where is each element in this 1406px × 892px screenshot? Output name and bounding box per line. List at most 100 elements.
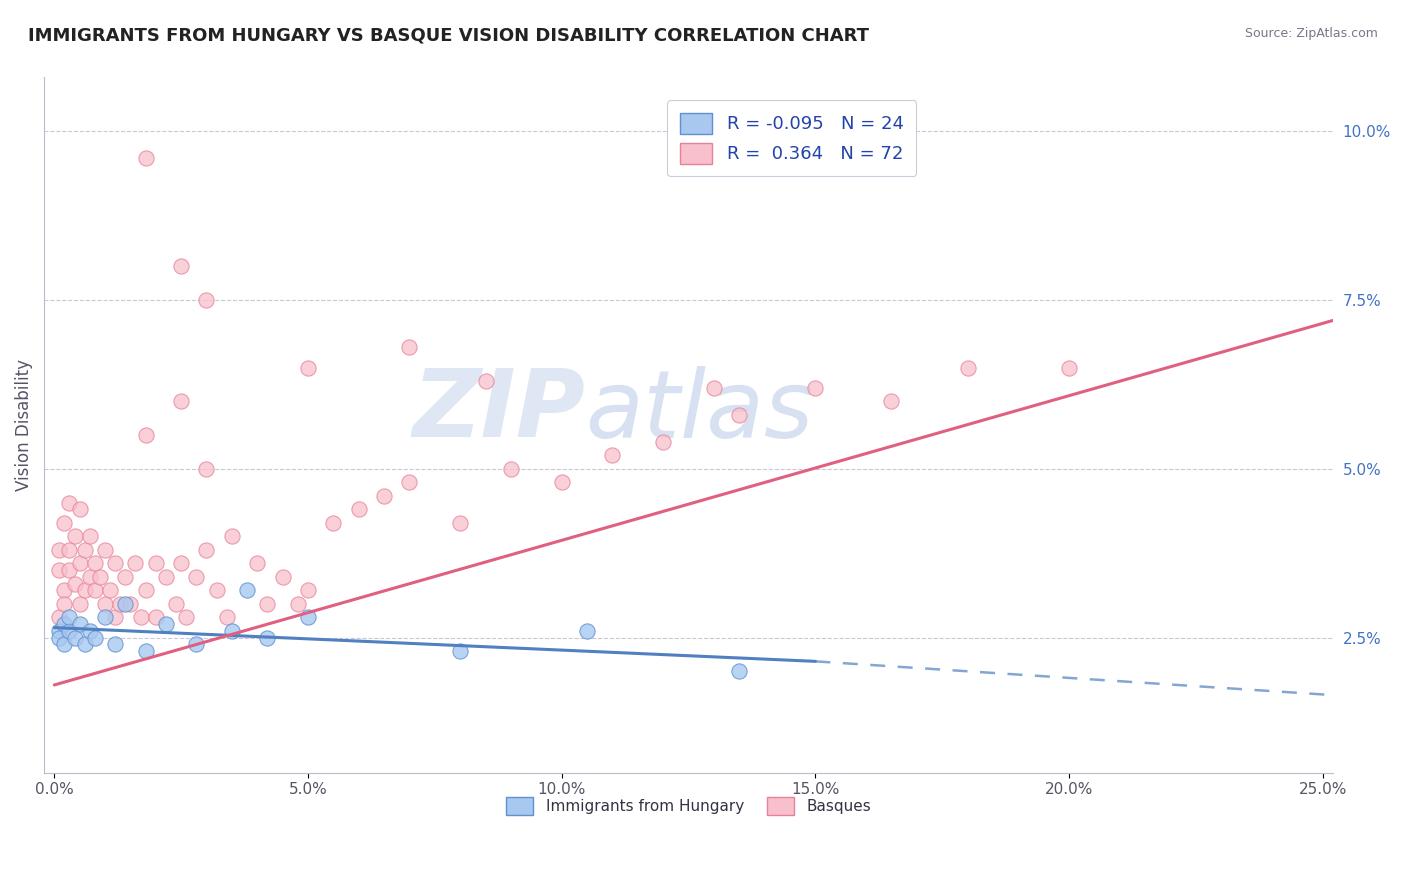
Point [48,610,70,624]
Point [165,597,187,611]
Point [104,557,127,571]
Point [48,631,70,645]
Point [576,624,599,638]
Point [69,597,91,611]
Text: atlas: atlas [585,366,814,457]
Point [703,381,725,395]
Point [373,489,395,503]
Point [221,624,243,638]
Point [53,597,76,611]
Point [58,496,80,510]
Point [195,543,218,558]
Point [256,597,278,611]
Point [48,563,70,577]
Point [73,638,96,652]
Point [880,394,903,409]
Point [83,583,105,598]
Point [79,624,101,638]
Point [195,462,218,476]
Point [63,631,86,645]
Y-axis label: Vision Disability: Vision Disability [15,359,32,491]
Point [170,557,193,571]
Point [124,557,146,571]
Point [652,434,675,449]
Point [73,543,96,558]
Point [94,610,117,624]
Point [271,570,294,584]
Point [205,583,228,598]
Point [48,624,70,638]
Point [550,475,572,490]
Point [155,617,177,632]
Point [98,583,121,598]
Point [58,624,80,638]
Point [155,570,177,584]
Point [398,475,420,490]
Point [53,617,76,632]
Point [104,610,127,624]
Point [83,557,105,571]
Point [79,529,101,543]
Text: Source: ZipAtlas.com: Source: ZipAtlas.com [1244,27,1378,40]
Point [145,610,167,624]
Point [135,428,157,442]
Point [114,570,136,584]
Point [135,152,157,166]
Point [804,381,827,395]
Point [186,570,208,584]
Point [63,576,86,591]
Point [170,394,193,409]
Point [58,563,80,577]
Point [145,557,167,571]
Point [114,597,136,611]
Point [322,516,344,530]
Point [135,644,157,658]
Point [135,583,157,598]
Text: ZIP: ZIP [412,365,585,458]
Point [69,617,91,632]
Point [186,638,208,652]
Point [256,631,278,645]
Point [297,583,319,598]
Point [58,610,80,624]
Point [449,516,471,530]
Point [89,570,111,584]
Point [246,557,269,571]
Point [602,449,624,463]
Point [449,644,471,658]
Text: IMMIGRANTS FROM HUNGARY VS BASQUE VISION DISABILITY CORRELATION CHART: IMMIGRANTS FROM HUNGARY VS BASQUE VISION… [28,27,869,45]
Point [195,293,218,308]
Point [170,260,193,274]
Point [69,557,91,571]
Point [94,597,117,611]
Point [53,638,76,652]
Point [956,360,979,375]
Point [398,341,420,355]
Point [53,583,76,598]
Point [474,374,496,388]
Point [120,597,142,611]
Point [297,610,319,624]
Point [129,610,152,624]
Legend: Immigrants from Hungary, Basques: Immigrants from Hungary, Basques [496,789,880,824]
Point [221,529,243,543]
Point [297,360,319,375]
Point [728,408,751,422]
Point [347,502,370,516]
Point [94,543,117,558]
Point [79,570,101,584]
Point [69,502,91,516]
Point [1057,360,1080,375]
Point [104,638,127,652]
Point [53,516,76,530]
Point [728,665,751,679]
Point [499,462,522,476]
Point [287,597,309,611]
Point [110,597,132,611]
Point [236,583,259,598]
Point [48,543,70,558]
Point [63,529,86,543]
Point [58,543,80,558]
Point [83,631,105,645]
Point [215,610,238,624]
